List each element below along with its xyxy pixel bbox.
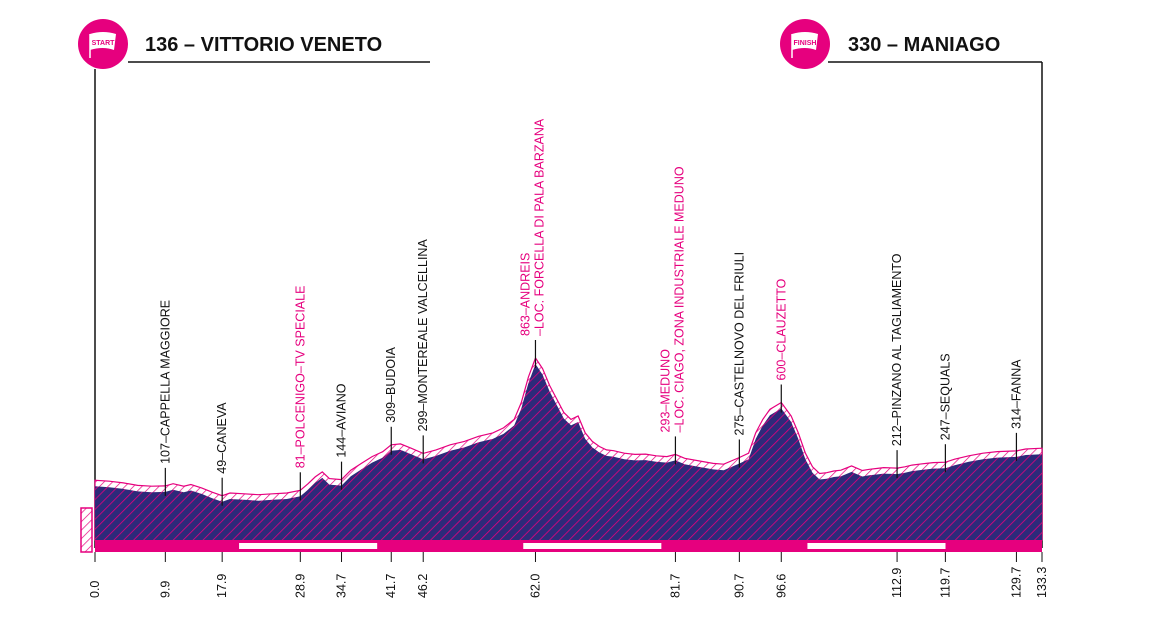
km-tick-label: 133.3	[1035, 567, 1049, 598]
waypoint-labels: 107–CAPPELLA MAGGIORE 49–CANEVA 81–POLCENI…	[158, 118, 1023, 506]
waypoint-label: 314–FANNA	[1009, 359, 1023, 429]
km-tick-label: 81.7	[668, 574, 682, 598]
start-marker-box	[80, 507, 93, 553]
distance-bar	[95, 540, 1042, 552]
finish-title: 330 – MANIAGO	[848, 34, 1000, 56]
start-badge-text: START	[92, 40, 116, 47]
km-tick-label: 119.7	[938, 568, 952, 598]
km-tick-label: 0.0	[88, 581, 102, 598]
waypoint-label: 144–AVIANO	[335, 383, 349, 457]
waypoint-label: –LOC. CIAGO, ZONA INDUSTRIALE MEDUNO	[672, 166, 686, 432]
km-tick-label: 62.0	[528, 574, 542, 598]
finish-header: FINISH 330 – MANIAGO	[780, 19, 1042, 69]
waypoint-label: 299–MONTEREALE VALCELLINA	[416, 239, 430, 432]
waypoint-label: 49–CANEVA	[215, 402, 229, 474]
distance-bar-segment	[523, 543, 662, 549]
start-title: 136 – VITTORIO VENETO	[145, 34, 382, 56]
waypoint-label: 863–ANDREIS	[518, 253, 532, 336]
km-tick-label: 96.6	[774, 574, 788, 598]
waypoint-label: 600–CLAUZETTO	[774, 278, 788, 380]
km-tick-label: 90.7	[732, 574, 746, 598]
waypoint-label: 81–POLCENIGO–TV SPECIALE	[293, 286, 307, 469]
waypoint-label: 275–CASTELNOVO DEL FRIULI	[732, 252, 746, 436]
finish-badge-text: FINISH	[794, 40, 817, 47]
km-tick-label: 9.9	[158, 581, 172, 598]
waypoint-label: –LOC. FORCELLA DI PALA BARZANA	[532, 118, 546, 336]
waypoint-label: 293–MEDUNO	[658, 349, 672, 433]
km-tick-labels: 0.0 9.9 17.9 28.9 34.7 41.7 46.2 62.0 81.7 90.7 96…	[88, 552, 1049, 598]
km-tick-label: 46.2	[416, 574, 430, 598]
waypoint-label: 107–CAPPELLA MAGGIORE	[158, 300, 172, 464]
km-tick-label: 28.9	[293, 574, 307, 598]
waypoint-label: 212–PINZANO AL TAGLIAMENTO	[890, 253, 904, 446]
start-flag-icon	[90, 32, 116, 50]
distance-bar-segment	[239, 543, 378, 549]
distance-bar-segment	[807, 543, 946, 549]
km-tick-label: 112.9	[890, 568, 904, 598]
start-header: START 136 – VITTORIO VENETO	[78, 19, 430, 69]
profile-area	[95, 364, 1042, 540]
waypoint-label: 247–SEQUALS	[938, 353, 952, 440]
km-tick-label: 34.7	[335, 574, 349, 598]
km-tick-label: 17.9	[215, 574, 229, 598]
finish-flag-icon	[792, 32, 818, 50]
km-tick-label: 129.7	[1009, 567, 1023, 598]
waypoint-label: 309–BUDOIA	[384, 346, 398, 422]
km-tick-label: 41.7	[384, 574, 398, 598]
